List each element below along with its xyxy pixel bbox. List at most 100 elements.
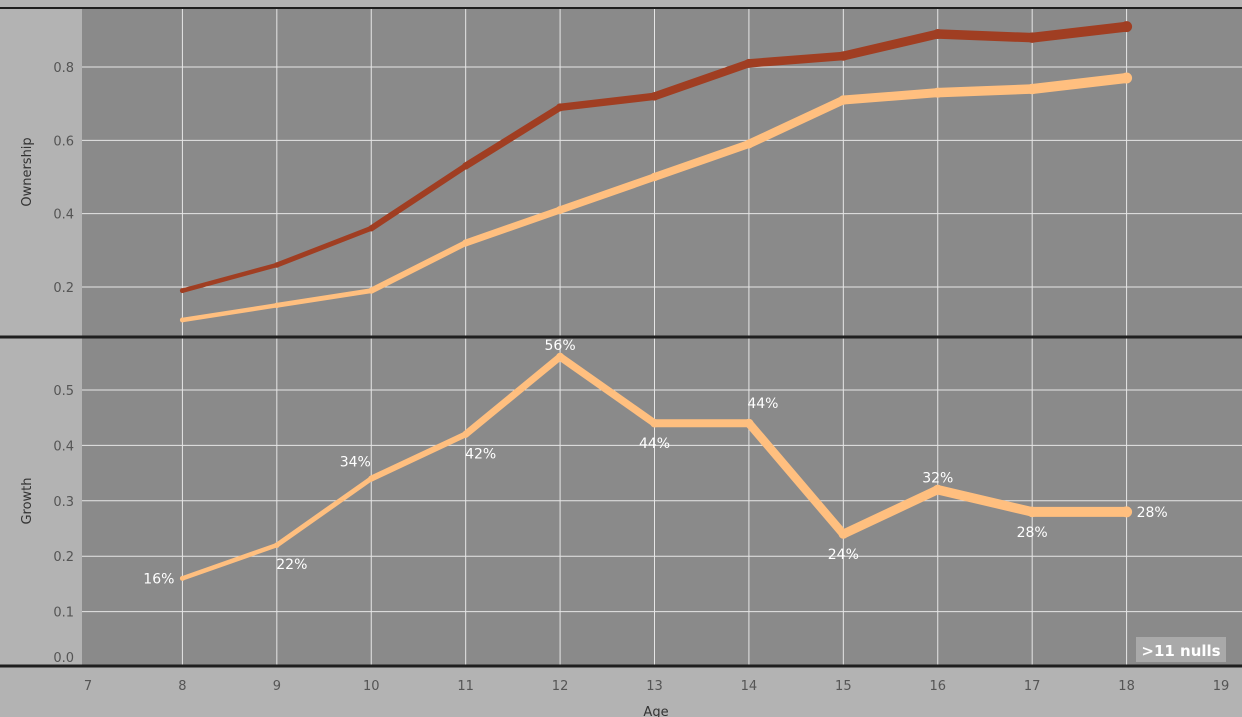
ownership-series-light-point[interactable]: [932, 87, 943, 98]
x-tick-label: 11: [457, 679, 474, 694]
growth-y-ticks: 0.0 0.1 0.2 0.3 0.4 0.5: [53, 384, 74, 666]
ownership-y-tick-label: 0.8: [53, 61, 74, 76]
ownership-series-dark-point[interactable]: [556, 103, 565, 112]
x-tick-label: 14: [741, 679, 758, 694]
ownership-panel: 0.2 0.4 0.6 0.8 Ownership: [20, 8, 1242, 336]
ownership-series-dark-segment: [462, 103, 564, 170]
ownership-series-light-segment: [180, 303, 280, 323]
nulls-indicator-background: [1136, 637, 1226, 662]
ownership-lines: [179, 21, 1133, 323]
ownership-series-dark-segment: [744, 51, 848, 68]
ownership-series-dark-point[interactable]: [368, 225, 375, 232]
growth-series-segment: [180, 542, 280, 581]
growth-y-tick-label: 0.0: [53, 651, 74, 666]
ownership-y-tick-label: 0.2: [53, 281, 74, 296]
growth-data-label: 42%: [465, 446, 496, 462]
growth-series-segment: [274, 476, 374, 548]
growth-y-tick-label: 0.2: [53, 550, 74, 565]
ownership-series-dark-point[interactable]: [179, 288, 185, 294]
ownership-series-light-segment: [933, 84, 1037, 98]
x-tick-label: 8: [178, 679, 186, 694]
growth-data-label: 34%: [340, 455, 371, 471]
x-tick-label: 18: [1118, 679, 1135, 694]
growth-data-label: 22%: [276, 557, 307, 573]
growth-data-label: 28%: [1137, 505, 1168, 521]
ownership-series-dark-point[interactable]: [744, 58, 754, 68]
growth-panel: 16% 22% 34% 42% 56% 44% 44% 24% 32% 28% 28% 0.0 0.1…: [20, 338, 1242, 666]
growth-y-tick-label: 0.5: [53, 384, 74, 399]
x-tick-label: 7: [84, 679, 92, 694]
ownership-series-light-segment: [368, 240, 469, 294]
ownership-series-light-point[interactable]: [462, 239, 470, 247]
x-tick-label: 10: [363, 679, 380, 694]
growth-series-point[interactable]: [368, 475, 375, 482]
ownership-series-dark-segment: [180, 262, 280, 293]
growth-y-tick-label: 0.3: [53, 495, 74, 510]
growth-data-label: 44%: [639, 436, 670, 452]
growth-series-point[interactable]: [1026, 506, 1038, 518]
ownership-series-light-point[interactable]: [274, 302, 280, 309]
growth-series-point[interactable]: [650, 418, 659, 428]
ownership-series-light-point[interactable]: [179, 317, 185, 323]
ownership-series-dark-segment: [556, 92, 659, 112]
growth-horizontal-gridlines: [82, 389, 1242, 613]
ownership-series-dark-point[interactable]: [462, 162, 470, 170]
growth-series-point[interactable]: [556, 352, 565, 361]
growth-plot-area: [82, 338, 1242, 665]
ownership-series-light-point[interactable]: [368, 287, 375, 294]
growth-series-point[interactable]: [838, 529, 849, 539]
growth-series-segment: [838, 485, 943, 539]
ownership-series-light-point[interactable]: [744, 139, 754, 149]
x-tick-label: 15: [835, 679, 852, 694]
growth-data-labels: 16% 22% 34% 42% 56% 44% 44% 24% 32% 28% 28%: [143, 338, 1167, 588]
x-tick-label: 17: [1024, 679, 1041, 694]
growth-series-point[interactable]: [462, 430, 470, 438]
growth-data-label: 28%: [1017, 525, 1048, 541]
ownership-horizontal-gridlines: [82, 66, 1242, 288]
ownership-series-light-segment: [462, 206, 564, 247]
ownership-series-light-segment: [838, 88, 943, 105]
x-tick-label: 19: [1213, 679, 1230, 694]
ownership-series-dark-point[interactable]: [650, 92, 659, 101]
growth-y-tick-label: 0.1: [53, 606, 74, 621]
ownership-series-light-point[interactable]: [650, 172, 659, 182]
ownership-y-tick-label: 0.6: [53, 134, 74, 149]
ownership-series-light-segment: [556, 173, 659, 214]
ownership-series-dark-segment: [650, 59, 753, 101]
growth-series-point[interactable]: [744, 418, 754, 428]
ownership-series-dark-segment: [933, 29, 1037, 43]
x-tick-label: 9: [273, 679, 281, 694]
x-tick-label: 13: [646, 679, 663, 694]
growth-line: [179, 352, 1133, 581]
ownership-series-light-point[interactable]: [556, 206, 565, 214]
ownership-series-dark-point[interactable]: [932, 29, 943, 39]
ownership-series-dark-segment: [274, 225, 374, 268]
nulls-indicator-label: >11 nulls: [1141, 642, 1220, 660]
growth-series-segment: [368, 431, 469, 482]
growth-data-label: 16%: [143, 571, 174, 587]
ownership-series-dark-point[interactable]: [274, 262, 280, 268]
growth-series-point[interactable]: [932, 484, 943, 495]
growth-series-segment: [933, 484, 1037, 517]
growth-series-segment: [462, 353, 564, 438]
growth-series-point[interactable]: [1121, 506, 1133, 518]
ownership-series-dark-point[interactable]: [1026, 32, 1038, 43]
ownership-series-dark-segment: [838, 29, 943, 61]
growth-series-point[interactable]: [274, 542, 280, 548]
ownership-series-dark-point[interactable]: [1121, 21, 1133, 33]
ownership-vertical-gridlines: [181, 8, 1128, 336]
growth-series-point[interactable]: [179, 575, 185, 581]
ownership-series-light-segment: [1027, 73, 1132, 94]
ownership-series-light-point[interactable]: [1121, 72, 1133, 84]
growth-data-label: 44%: [747, 396, 778, 412]
growth-axis-title: Growth: [20, 477, 35, 524]
growth-data-label: 32%: [922, 471, 953, 487]
ownership-series-dark-segment: [368, 163, 469, 232]
ownership-series-light-point[interactable]: [1026, 83, 1038, 95]
x-tick-label: 12: [552, 679, 569, 694]
ownership-series-light-point[interactable]: [838, 95, 849, 105]
ownership-series-dark-point[interactable]: [838, 51, 849, 61]
nulls-indicator[interactable]: >11 nulls: [1136, 637, 1226, 662]
growth-y-tick-label: 0.4: [53, 439, 74, 454]
